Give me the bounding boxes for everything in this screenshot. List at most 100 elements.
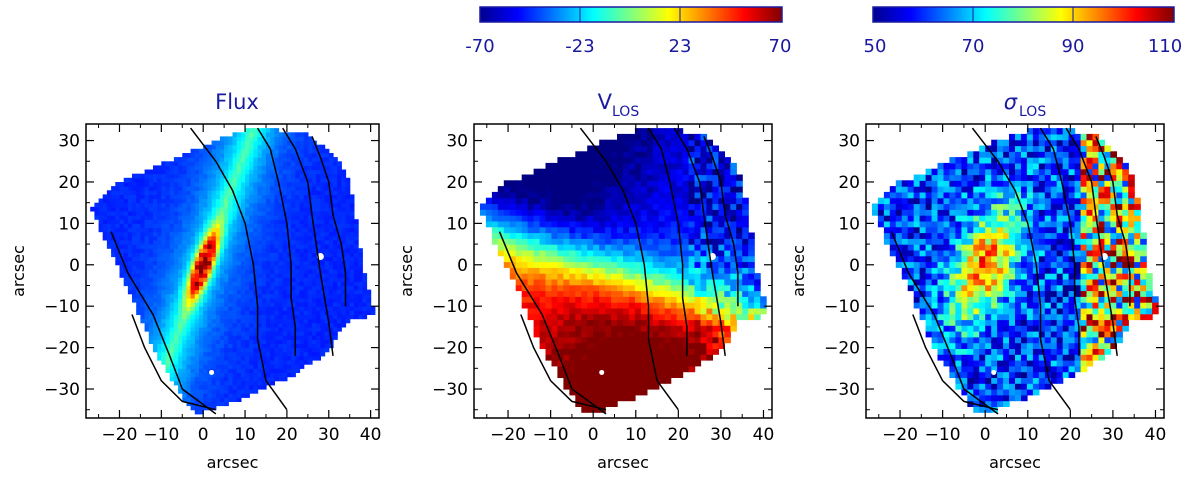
map-cell: [341, 182, 347, 187]
map-cell: [228, 136, 234, 142]
map-cell: [324, 202, 330, 208]
y-tick-label: −30: [432, 380, 468, 400]
map-cell: [169, 310, 175, 315]
map-cell: [203, 318, 208, 324]
map-cell: [539, 238, 547, 245]
map-cell: [270, 244, 275, 249]
map-cell: [718, 290, 725, 297]
map-cell: [240, 310, 246, 315]
map-cell: [682, 186, 690, 193]
map-cell: [629, 273, 636, 280]
map-cell: [353, 235, 359, 241]
map-cell: [316, 268, 321, 274]
map-cell: [228, 355, 234, 361]
map-cell: [228, 235, 234, 241]
map-cell: [173, 318, 179, 324]
map-cell: [127, 268, 133, 274]
map-cell: [634, 174, 642, 181]
map-cell: [652, 365, 660, 373]
map-cell: [682, 215, 690, 222]
map-cell: [232, 351, 238, 357]
map-cell: [157, 215, 162, 220]
map-cell: [144, 182, 150, 187]
map-cell: [362, 293, 368, 299]
map-cell: [337, 326, 342, 332]
map-cell: [286, 297, 292, 303]
map-cell: [102, 215, 108, 220]
map-cell: [123, 198, 129, 204]
map-cell: [353, 277, 359, 282]
map-cell: [182, 293, 188, 299]
map-cell: [658, 186, 666, 193]
map-cell: [670, 157, 678, 164]
map-cell: [358, 248, 363, 253]
map-cell: [291, 157, 296, 162]
map-cell: [194, 289, 200, 295]
map-cell: [485, 209, 493, 216]
map-cell: [257, 339, 263, 344]
map-cell: [324, 289, 330, 295]
map-cell: [913, 255, 921, 263]
map-cell: [700, 319, 708, 326]
map-cell: [199, 384, 204, 390]
map-cell: [362, 306, 368, 311]
map-cell: [491, 226, 499, 234]
map-cell: [337, 248, 342, 253]
map-cell: [730, 232, 737, 239]
map-cell: [190, 244, 196, 249]
map-cell: [266, 219, 271, 224]
map-cell: [640, 325, 648, 332]
map-cell: [228, 140, 234, 146]
map-cell: [270, 293, 275, 299]
map-cell: [533, 261, 541, 268]
map-cell: [527, 273, 535, 280]
x-tick-label: 10: [234, 425, 256, 445]
map-cell: [599, 255, 606, 263]
map-cell: [245, 161, 250, 166]
map-cell: [527, 278, 535, 286]
map-cell: [165, 297, 171, 303]
map-cell: [169, 248, 175, 253]
map-cell: [215, 277, 221, 282]
map-cell: [203, 384, 208, 390]
map-cell: [157, 235, 162, 241]
map-cell: [278, 281, 284, 287]
map-cell: [182, 219, 188, 224]
map-cell: [257, 364, 263, 369]
map-cell: [224, 190, 229, 195]
map-cell: [295, 335, 301, 340]
map-cell: [291, 343, 296, 349]
map-cell: [182, 231, 188, 237]
map-cell: [676, 249, 684, 257]
map-cell: [587, 365, 594, 373]
map-cell: [127, 239, 133, 245]
map-cell: [94, 202, 100, 208]
map-cell: [700, 203, 708, 210]
map-cell: [688, 186, 696, 193]
map-cell: [913, 180, 921, 187]
map-cell: [617, 302, 624, 309]
map-cell: [640, 383, 648, 390]
map-cell: [219, 314, 225, 320]
map-cell: [676, 371, 684, 378]
map-cell: [102, 235, 108, 241]
map-cell: [557, 226, 564, 234]
map-cell: [652, 180, 660, 187]
map-cell: [161, 161, 167, 166]
map-cell: [307, 161, 313, 166]
map-cell: [274, 182, 280, 187]
map-cell: [140, 215, 146, 220]
map-cell: [186, 285, 192, 291]
map-cell: [587, 203, 594, 210]
map-cell: [358, 302, 363, 307]
map-cell: [136, 198, 141, 204]
map-cell: [190, 206, 196, 212]
map-cell: [587, 342, 594, 349]
map-cell: [199, 273, 204, 278]
map-cell: [688, 203, 696, 210]
map-cell: [228, 326, 234, 332]
map-cell: [165, 322, 171, 328]
map-cell: [611, 278, 618, 286]
map-cell: [345, 239, 351, 245]
map-cell: [261, 132, 267, 137]
